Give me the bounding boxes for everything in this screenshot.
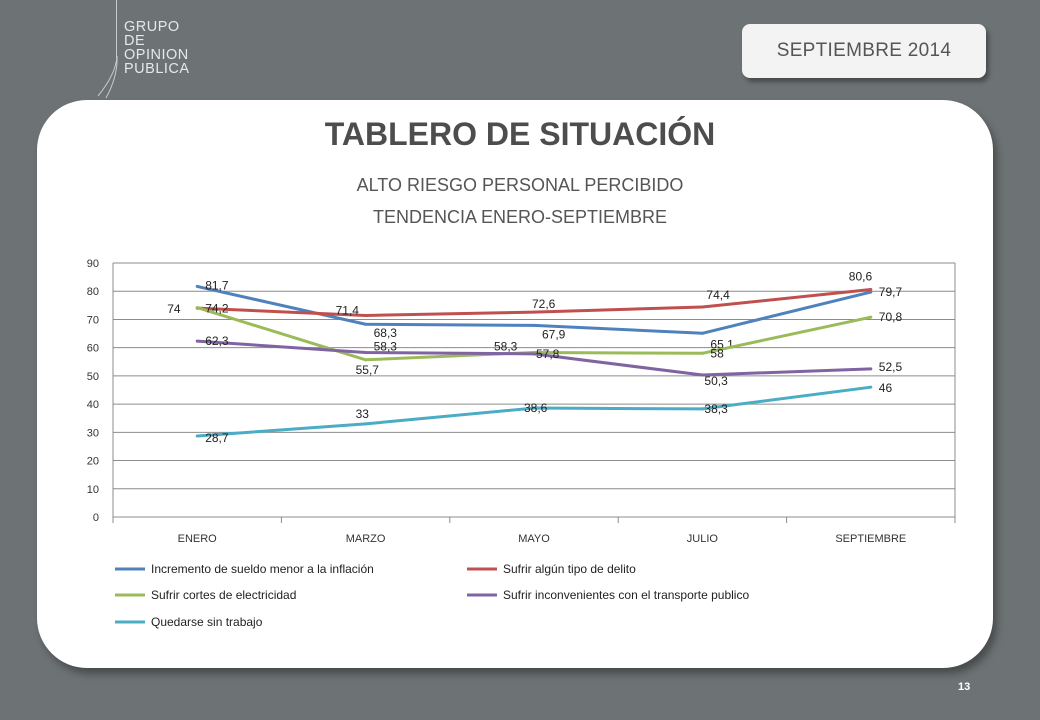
y-tick-label: 10 bbox=[87, 484, 99, 496]
x-tick-label: MAYO bbox=[518, 533, 550, 545]
data-point bbox=[195, 434, 199, 438]
series-line-4 bbox=[197, 339, 871, 377]
logo-line-2: DE bbox=[124, 33, 146, 49]
y-tick-label: 90 bbox=[87, 258, 99, 270]
data-point bbox=[700, 373, 704, 377]
data-label: 68,3 bbox=[374, 326, 398, 340]
date-badge: SEPTIEMBRE 2014 bbox=[742, 24, 986, 78]
logo-text: GRUPO DE OPINION PUBLICA bbox=[124, 19, 190, 77]
data-point bbox=[364, 422, 368, 426]
legend-label: Sufrir cortes de electricidad bbox=[151, 588, 296, 602]
data-label: 58 bbox=[710, 346, 724, 360]
data-point bbox=[700, 331, 704, 335]
x-tick-label: MARZO bbox=[346, 533, 386, 545]
y-tick-label: 80 bbox=[87, 286, 99, 298]
data-label: 74,4 bbox=[706, 288, 730, 302]
data-label: 58,3 bbox=[374, 339, 398, 353]
page-number: 13 bbox=[958, 681, 971, 693]
data-label: 28,7 bbox=[205, 431, 229, 445]
chart-title: ALTO RIESGO PERSONAL PERCIBIDO bbox=[356, 175, 684, 195]
content-card bbox=[37, 100, 993, 668]
data-label: 70,8 bbox=[879, 310, 903, 324]
data-point bbox=[869, 290, 873, 294]
data-point bbox=[869, 385, 873, 389]
data-point bbox=[869, 367, 873, 371]
line-chart: 0 10 20 30 40 50 60 70 80 90 ENERO MARZO MAYO JULIO SE… bbox=[87, 258, 956, 629]
data-point bbox=[195, 284, 199, 288]
logo-curve-icon bbox=[97, 56, 118, 99]
data-point bbox=[869, 288, 873, 292]
data-label: 80,6 bbox=[849, 270, 873, 284]
data-label: 81,7 bbox=[205, 278, 229, 292]
data-point bbox=[364, 350, 368, 354]
data-label: 33 bbox=[356, 407, 370, 421]
data-label: 50,3 bbox=[704, 374, 728, 388]
legend-label: Sufrir inconvenientes con el transporte … bbox=[503, 588, 749, 602]
data-label: 74,2 bbox=[205, 302, 229, 316]
data-point bbox=[700, 305, 704, 309]
y-tick-label: 30 bbox=[87, 427, 99, 439]
legend-label: Quedarse sin trabajo bbox=[151, 615, 263, 629]
x-tick-label: ENERO bbox=[178, 533, 218, 545]
data-point bbox=[532, 406, 536, 410]
data-label: 72,6 bbox=[532, 297, 556, 311]
y-tick-label: 50 bbox=[87, 371, 99, 383]
logo-line-4: PUBLICA bbox=[124, 61, 190, 77]
data-label: 38,6 bbox=[524, 401, 548, 415]
data-point bbox=[364, 322, 368, 326]
data-label: 46 bbox=[879, 381, 893, 395]
data-label: 67,9 bbox=[542, 327, 566, 341]
data-label: 79,7 bbox=[879, 285, 903, 299]
data-point bbox=[532, 310, 536, 314]
data-point bbox=[364, 313, 368, 317]
data-label: 58,3 bbox=[494, 339, 518, 353]
data-point bbox=[195, 306, 199, 310]
y-tick-label: 40 bbox=[87, 399, 99, 411]
x-tick-label: SEPTIEMBRE bbox=[835, 533, 906, 545]
y-tick-label: 20 bbox=[87, 456, 99, 468]
data-label: 52,5 bbox=[879, 360, 903, 374]
data-point bbox=[532, 323, 536, 327]
data-point bbox=[532, 352, 536, 356]
y-tick-label: 70 bbox=[87, 314, 99, 326]
data-label: 55,7 bbox=[356, 363, 380, 377]
logo-line-1: GRUPO bbox=[124, 19, 180, 35]
data-point bbox=[364, 358, 368, 362]
y-tick-label: 0 bbox=[93, 512, 99, 524]
data-label: 74 bbox=[167, 302, 181, 316]
data-label: 57,8 bbox=[536, 347, 560, 361]
y-tick-label: 60 bbox=[87, 343, 99, 355]
logo-line bbox=[116, 0, 117, 58]
legend-label: Sufrir algún tipo de delito bbox=[503, 562, 636, 576]
data-label: 62,3 bbox=[205, 334, 229, 348]
data-point bbox=[195, 339, 199, 343]
chart-subtitle: TENDENCIA ENERO-SEPTIEMBRE bbox=[372, 207, 668, 227]
data-point bbox=[869, 315, 873, 319]
data-point bbox=[700, 351, 704, 355]
x-tick-label: JULIO bbox=[687, 533, 719, 545]
page-title: TABLERO DE SITUACIÓN bbox=[324, 116, 716, 152]
data-label: 71,4 bbox=[336, 303, 360, 317]
grupo-de-opinion-publica-logo: GRUPO DE OPINION PUBLICA bbox=[96, 0, 236, 100]
data-point bbox=[700, 407, 704, 411]
legend-label: Incremento de sueldo menor a la inflació… bbox=[151, 562, 374, 576]
logo-line-3: OPINION bbox=[124, 47, 189, 63]
data-label: 38,3 bbox=[704, 402, 728, 416]
